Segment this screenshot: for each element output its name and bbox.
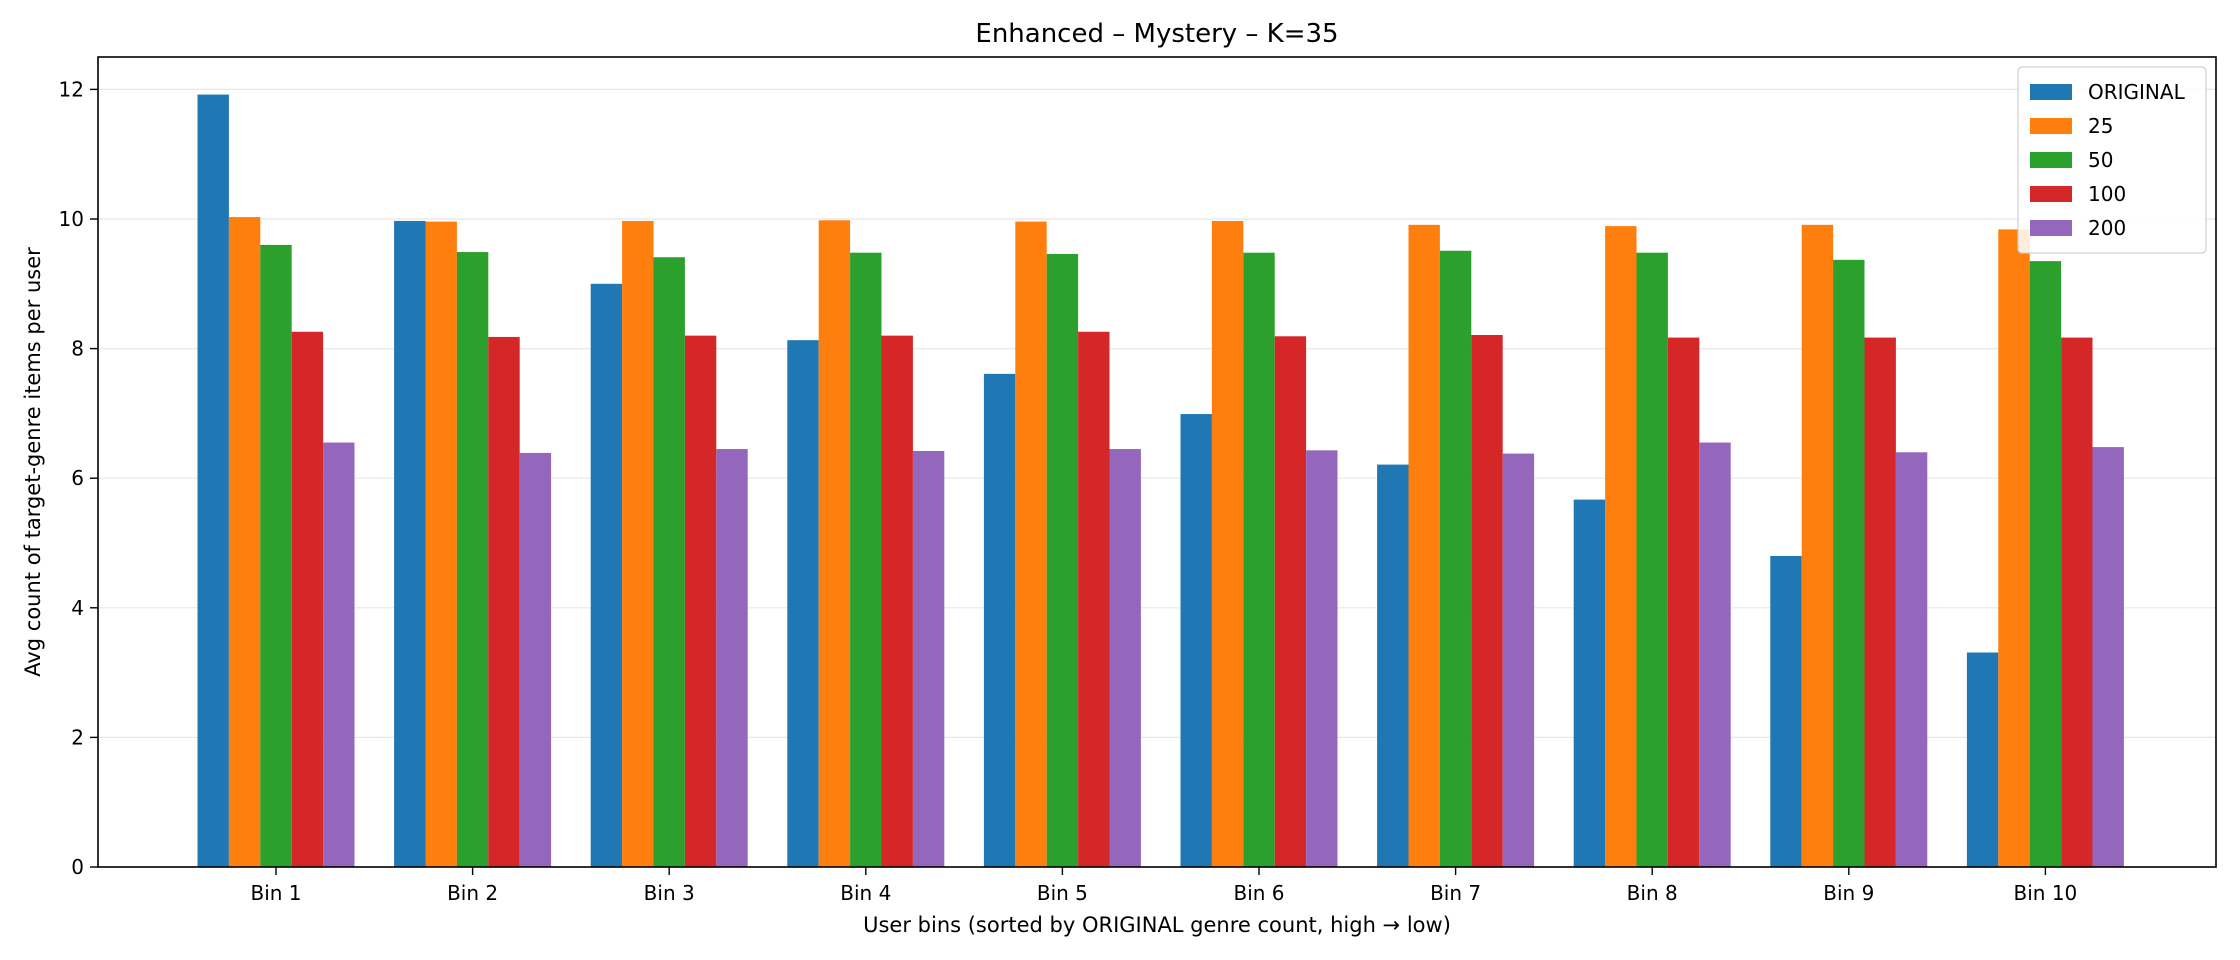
bar-200-bin-6 (1306, 450, 1338, 867)
x-tick-label: Bin 2 (447, 881, 498, 905)
bar-100-bin-1 (291, 331, 324, 867)
y-tick-label: 4 (71, 596, 84, 620)
axis-layer: 0 2 4 6 8 10 12 Bin 1 Bin 2 Bin 3 Bin 4 Bin 5 Bin 6 B… (59, 77, 2078, 905)
legend-label: ORIGINAL (2088, 80, 2186, 104)
bar-50-bin-9 (1833, 259, 1865, 868)
bar-original-bin-9 (1770, 555, 1802, 867)
bar-50-bin-3 (653, 257, 685, 867)
bar-25-bin-9 (1801, 224, 1834, 867)
x-tick-label: Bin 1 (250, 881, 301, 905)
bar-200-bin-2 (519, 452, 552, 867)
bar-25-bin-10 (1998, 229, 2030, 868)
bar-original-bin-6 (1180, 414, 1212, 867)
bar-25-bin-4 (818, 220, 851, 867)
bar-100-bin-5 (1078, 331, 1110, 867)
legend: ORIGINAL 25 50 100 200 (2017, 66, 2207, 254)
bar-original-bin-1 (197, 94, 229, 868)
y-tick-label: 8 (71, 337, 84, 361)
y-tick-label: 2 (71, 725, 84, 749)
bar-100-bin-4 (881, 335, 913, 867)
bar-200-bin-7 (1502, 453, 1535, 867)
bar-original-bin-5 (983, 373, 1016, 867)
bar-200-bin-8 (1699, 442, 1731, 867)
bar-25-bin-3 (622, 220, 654, 868)
y-tick-label: 12 (59, 77, 84, 101)
plot-frame (97, 56, 2217, 868)
bar-25-bin-8 (1605, 226, 1637, 868)
bar-50-bin-1 (260, 244, 292, 868)
chart-title: Enhanced – Mystery – K=35 (975, 19, 1338, 49)
legend-swatch-100 (2030, 186, 2072, 202)
bar-200-bin-3 (716, 449, 748, 867)
bar-original-bin-2 (394, 220, 426, 868)
y-axis-label: Avg count of target-genre items per user (21, 247, 45, 677)
bar-200-bin-1 (323, 442, 355, 867)
legend-swatch-200 (2030, 220, 2072, 236)
bar-25-bin-7 (1408, 224, 1440, 867)
bar-25-bin-1 (228, 217, 261, 867)
x-tick-label: Bin 7 (1430, 881, 1481, 905)
x-tick-label: Bin 9 (1823, 881, 1874, 905)
x-tick-label: Bin 10 (2014, 881, 2078, 905)
bar-200-bin-10 (2092, 447, 2124, 867)
legend-label: 25 (2088, 114, 2113, 138)
bar-original-bin-8 (1573, 499, 1606, 867)
bar-original-bin-3 (590, 283, 623, 867)
bar-50-bin-2 (456, 252, 489, 868)
bar-100-bin-9 (1864, 337, 1896, 868)
bar-original-bin-4 (787, 340, 819, 867)
x-tick-label: Bin 3 (644, 881, 695, 905)
bar-200-bin-5 (1109, 449, 1141, 867)
x-axis-label: User bins (sorted by ORIGINAL genre coun… (863, 913, 1451, 937)
legend-label: 50 (2088, 148, 2113, 172)
x-tick-label: Bin 6 (1233, 881, 1284, 905)
bar-original-bin-10 (1966, 652, 1999, 867)
y-tick-label: 6 (71, 466, 84, 490)
legend-swatch-original (2030, 84, 2072, 100)
bar-50-bin-8 (1636, 252, 1668, 868)
x-tick-label: Bin 4 (840, 881, 891, 905)
bar-100-bin-7 (1471, 334, 1503, 867)
y-tick-label: 10 (59, 207, 84, 231)
x-tick-label: Bin 8 (1627, 881, 1678, 905)
legend-frame (2017, 66, 2207, 254)
bar-100-bin-3 (684, 335, 717, 867)
legend-swatch-50 (2030, 152, 2072, 168)
bar-200-bin-9 (1895, 452, 1928, 867)
bar-25-bin-2 (425, 221, 457, 868)
bar-100-bin-10 (2061, 337, 2093, 868)
bar-100-bin-8 (1667, 337, 1700, 868)
bar-100-bin-2 (488, 336, 520, 867)
bars-layer (197, 94, 2124, 868)
bar-50-bin-10 (2029, 261, 2062, 867)
x-tick-label: Bin 5 (1037, 881, 1088, 905)
bar-100-bin-6 (1274, 336, 1307, 868)
bar-50-bin-5 (1046, 253, 1079, 867)
bar-25-bin-5 (1015, 221, 1047, 868)
bar-25-bin-6 (1211, 220, 1244, 868)
bar-50-bin-4 (850, 252, 882, 868)
bar-50-bin-7 (1439, 250, 1472, 867)
y-tick-label: 0 (71, 855, 84, 879)
bar-50-bin-6 (1243, 252, 1275, 868)
bar-200-bin-4 (912, 450, 945, 867)
legend-label: 200 (2088, 216, 2126, 240)
legend-swatch-25 (2030, 118, 2072, 134)
legend-label: 100 (2088, 182, 2126, 206)
bar-original-bin-7 (1377, 464, 1409, 867)
